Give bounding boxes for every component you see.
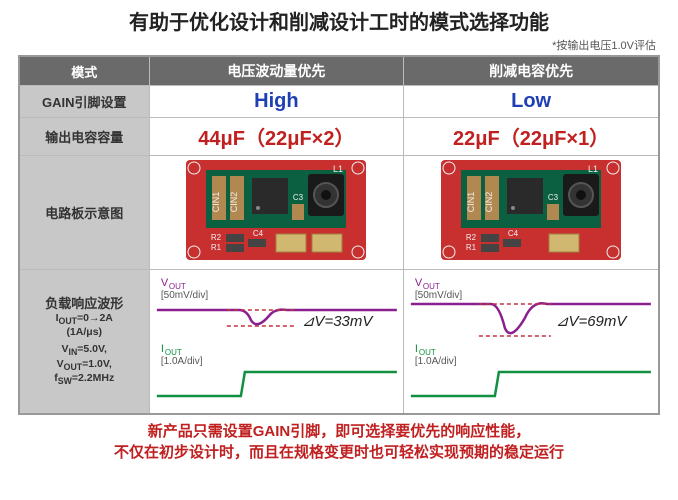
comparison-table: 模式 电压波动量优先 削减电容优先 GAIN引脚设置 High Low 输出电容… <box>18 55 660 415</box>
svg-text:[50mV/div]: [50mV/div] <box>415 290 462 301</box>
svg-text:R2: R2 <box>466 233 477 242</box>
svg-text:CIN1: CIN1 <box>211 192 221 213</box>
cap-col2: 22μF（22μF×1） <box>404 118 659 156</box>
delta-v-2: ⊿V=69mV <box>556 313 629 330</box>
hdr-wave: 负载响应波形 IOUT=0→2A (1A/μs) VIN=5.0V, VOUT=… <box>19 270 149 415</box>
pcb-image-2: CIN1 CIN2 C3 L1 R2 R1 C4 <box>441 160 621 260</box>
hdr-pcb: 电路板示意图 <box>19 156 149 270</box>
svg-text:CIN2: CIN2 <box>229 192 239 213</box>
svg-text:L1: L1 <box>588 164 598 174</box>
waveform-1: VOUT [50mV/div] IOUT [1.0A/div] ⊿V=33mV <box>156 274 398 404</box>
cap-col1: 44μF（22μF×2） <box>149 118 404 156</box>
gain-col1: High <box>149 86 404 118</box>
pcb-col1: CIN1 CIN2 C3 L1 R2 R1 C4 <box>149 156 404 270</box>
gain-col2: Low <box>404 86 659 118</box>
svg-text:R1: R1 <box>466 243 477 252</box>
svg-text:V: V <box>160 277 168 289</box>
svg-text:C4: C4 <box>508 229 519 238</box>
footer-text: 新产品只需设置GAIN引脚，即可选择要优先的响应性能， 不仅在初步设计时，而且在… <box>18 421 660 463</box>
pcb-col2: CIN1 CIN2 C3 L1 R2 R1 C4 <box>404 156 659 270</box>
svg-text:CIN1: CIN1 <box>466 192 476 213</box>
svg-text:L1: L1 <box>333 164 343 174</box>
svg-text:[1.0A/div]: [1.0A/div] <box>160 356 202 367</box>
svg-text:C3: C3 <box>293 193 304 202</box>
svg-text:CIN2: CIN2 <box>484 192 494 213</box>
subtitle: *按输出电压1.0V评估 <box>18 37 660 53</box>
page-title: 有助于优化设计和削减设计工时的模式选择功能 <box>18 6 660 35</box>
waveform-2: VOUT [50mV/div] IOUT [1.0A/div] ⊿V=69mV <box>410 274 652 404</box>
svg-text:I: I <box>160 343 163 355</box>
svg-text:I: I <box>415 343 418 355</box>
svg-text:C3: C3 <box>548 193 559 202</box>
hdr-cap: 输出电容容量 <box>19 118 149 156</box>
svg-text:R2: R2 <box>211 233 222 242</box>
hdr-mode: 模式 <box>19 56 149 86</box>
delta-v-1: ⊿V=33mV <box>301 313 374 330</box>
hdr-col2: 削减电容优先 <box>404 56 659 86</box>
svg-text:V: V <box>415 277 423 289</box>
svg-text:C4: C4 <box>253 229 264 238</box>
wave-col2: VOUT [50mV/div] IOUT [1.0A/div] ⊿V=69mV <box>404 270 659 415</box>
pcb-image-1: CIN1 CIN2 C3 L1 R2 R1 C4 <box>186 160 366 260</box>
hdr-col1: 电压波动量优先 <box>149 56 404 86</box>
svg-text:[50mV/div]: [50mV/div] <box>160 290 207 301</box>
svg-text:[1.0A/div]: [1.0A/div] <box>415 356 457 367</box>
svg-text:R1: R1 <box>211 243 222 252</box>
hdr-gain: GAIN引脚设置 <box>19 86 149 118</box>
wave-col1: VOUT [50mV/div] IOUT [1.0A/div] ⊿V=33mV <box>149 270 404 415</box>
